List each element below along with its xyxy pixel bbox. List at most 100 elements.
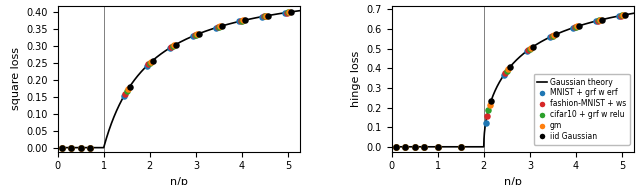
Point: [84, 146, 95, 149]
Point: [147, 59, 157, 62]
Point: [481, 122, 491, 125]
Point: [166, 46, 177, 48]
Point: [84, 146, 95, 149]
Point: [142, 64, 152, 67]
Point: [614, 14, 625, 17]
Point: [84, 146, 95, 149]
Point: [165, 46, 175, 49]
Point: [67, 146, 77, 149]
Point: [499, 73, 509, 76]
Point: [211, 26, 221, 29]
Point: [527, 46, 538, 48]
X-axis label: n/p: n/p: [170, 177, 188, 185]
Point: [57, 146, 67, 149]
Point: [547, 35, 557, 38]
Point: [168, 45, 178, 48]
Point: [391, 145, 401, 148]
Point: [568, 26, 579, 29]
Point: [261, 14, 271, 17]
Point: [170, 43, 180, 46]
Point: [484, 103, 495, 106]
Point: [456, 145, 466, 148]
Point: [67, 146, 77, 149]
Point: [236, 20, 246, 23]
Point: [549, 34, 559, 37]
Point: [391, 145, 401, 148]
Point: [419, 145, 429, 148]
Point: [410, 145, 420, 148]
Point: [283, 11, 293, 14]
Point: [76, 146, 86, 149]
Point: [524, 48, 534, 51]
Point: [525, 47, 535, 50]
Point: [67, 146, 77, 149]
Point: [616, 14, 626, 17]
Point: [595, 18, 605, 21]
Point: [410, 145, 420, 148]
Point: [400, 145, 410, 148]
Point: [76, 146, 86, 149]
Point: [282, 11, 292, 14]
Point: [591, 20, 602, 23]
Point: [169, 44, 179, 47]
Point: [596, 18, 607, 21]
Point: [76, 146, 86, 149]
Point: [215, 25, 225, 28]
Point: [486, 99, 496, 102]
Point: [262, 14, 273, 17]
Point: [620, 13, 630, 16]
Point: [433, 145, 443, 148]
Point: [84, 146, 95, 149]
Point: [482, 114, 492, 117]
Point: [122, 90, 132, 93]
Point: [502, 69, 512, 72]
Y-axis label: square loss: square loss: [11, 47, 20, 110]
Point: [433, 145, 443, 148]
Point: [188, 35, 198, 38]
Point: [433, 145, 443, 148]
Point: [419, 145, 429, 148]
Point: [57, 146, 67, 149]
Point: [400, 145, 410, 148]
Point: [67, 146, 77, 149]
Point: [391, 145, 401, 148]
Legend: Gaussian theory, MNIST + grf w erf, fashion-MNIST + ws, cifar10 + grf w relu, gm: Gaussian theory, MNIST + grf w erf, fash…: [534, 74, 630, 145]
Point: [433, 145, 443, 148]
Point: [260, 15, 270, 18]
Point: [192, 33, 202, 36]
Point: [526, 46, 536, 49]
Point: [410, 145, 420, 148]
Point: [570, 26, 580, 29]
Point: [123, 88, 133, 90]
Point: [391, 145, 401, 148]
Point: [550, 33, 561, 36]
Point: [67, 146, 77, 149]
Point: [573, 24, 584, 27]
Point: [238, 19, 248, 22]
Point: [391, 145, 401, 148]
Point: [280, 11, 291, 14]
Point: [119, 95, 129, 97]
Point: [57, 146, 67, 149]
Point: [419, 145, 429, 148]
Point: [548, 34, 558, 37]
Point: [259, 15, 269, 18]
Point: [57, 146, 67, 149]
Point: [212, 26, 223, 29]
Point: [193, 32, 204, 35]
X-axis label: n/p: n/p: [504, 177, 522, 185]
Point: [76, 146, 86, 149]
Point: [284, 11, 294, 14]
Point: [504, 66, 515, 69]
Point: [433, 145, 443, 148]
Point: [419, 145, 429, 148]
Point: [191, 33, 201, 36]
Point: [456, 145, 466, 148]
Point: [237, 19, 247, 22]
Point: [285, 10, 296, 13]
Point: [257, 15, 268, 18]
Point: [456, 145, 466, 148]
Point: [618, 14, 628, 17]
Point: [76, 146, 86, 149]
Point: [214, 25, 224, 28]
